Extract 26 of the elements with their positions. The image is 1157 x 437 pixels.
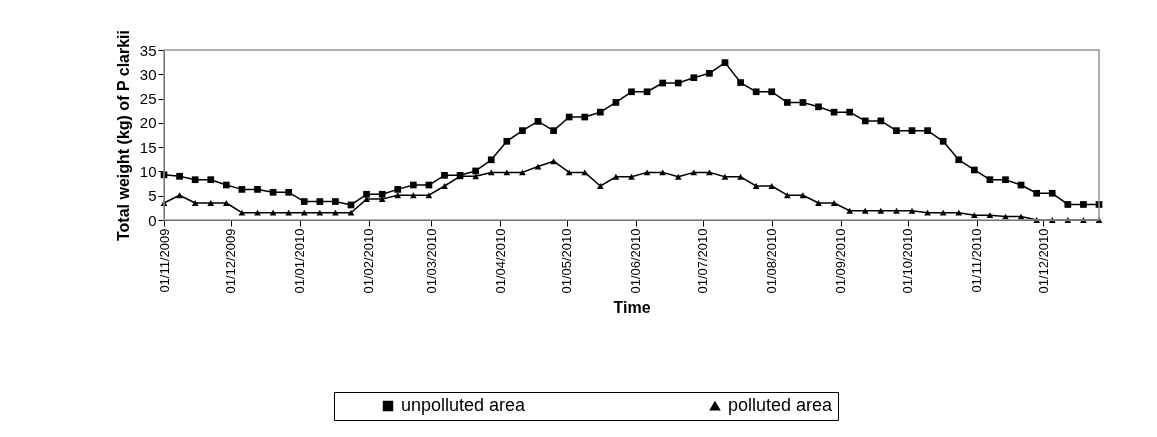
x-tick-label: 01/09/2010 <box>833 228 849 294</box>
y-tick-label: 25 <box>139 90 157 108</box>
x-tick-label: 01/11/2009 <box>156 228 172 293</box>
x-tick-label: 01/01/2010 <box>292 228 308 294</box>
legend-label: polluted area <box>728 395 834 415</box>
x-tick-label: 01/10/2010 <box>900 228 916 294</box>
y-tick-label: 20 <box>139 114 157 132</box>
x-tick-label: 01/02/2010 <box>361 228 377 294</box>
x-tick-label: 01/07/2010 <box>695 228 711 294</box>
x-tick-label: 01/08/2010 <box>764 228 780 294</box>
x-tick-label: 01/05/2010 <box>559 228 575 294</box>
y-tick-label: 15 <box>139 138 157 156</box>
x-tick-label: 01/06/2010 <box>628 228 644 294</box>
x-tick-label: 01/12/2010 <box>1035 228 1051 294</box>
y-tick-label: 5 <box>148 187 157 205</box>
x-tick-label: 01/04/2010 <box>492 228 508 294</box>
y-tick-label: 30 <box>139 65 157 83</box>
y-tick-label: 10 <box>139 162 157 180</box>
y-tick-label: 35 <box>139 41 157 59</box>
x-axis-title: Time <box>613 298 651 316</box>
x-tick-label: 01/03/2010 <box>423 228 439 294</box>
y-axis-title: Total weight (kg) of P clarkii <box>114 30 132 241</box>
x-tick-label: 01/11/2010 <box>969 228 985 293</box>
legend-label: unpolluted area <box>401 395 527 415</box>
x-tick-label: 01/12/2009 <box>223 228 239 294</box>
y-tick-label: 0 <box>148 211 157 229</box>
